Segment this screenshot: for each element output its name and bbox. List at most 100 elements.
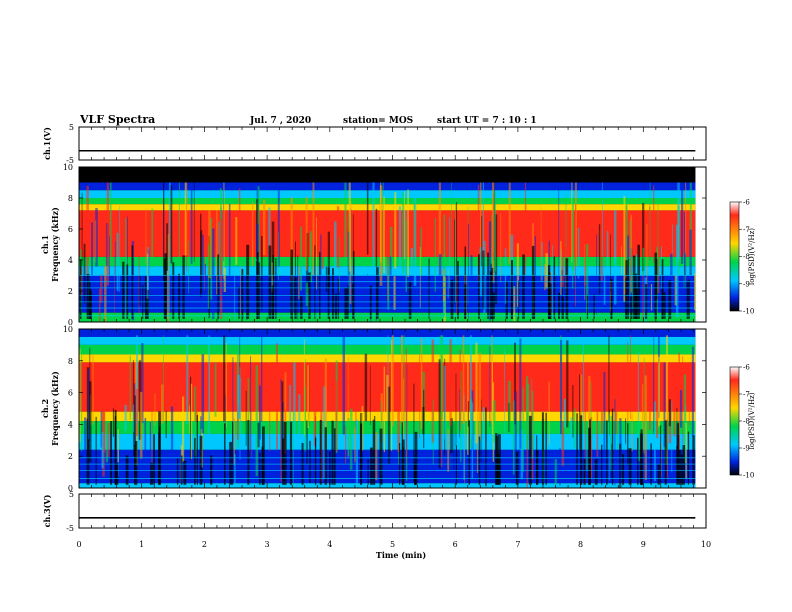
heatmap-streak <box>660 246 663 289</box>
heatmap-streak <box>463 394 465 480</box>
heatmap-streak <box>109 182 112 266</box>
heatmap-streak <box>677 182 680 259</box>
heatmap-gap <box>144 276 147 319</box>
heatmap-streak <box>119 205 121 292</box>
heatmap-streak <box>691 346 694 437</box>
heatmap-streak <box>440 401 443 468</box>
heatmap-streak <box>204 263 207 290</box>
heatmap-gap <box>247 420 250 485</box>
heatmap-streak <box>316 217 317 290</box>
heatmap-gap <box>86 418 88 485</box>
heatmap-streak <box>570 417 573 443</box>
heatmap-gap <box>632 255 636 319</box>
heatmap-streak <box>410 248 414 274</box>
heatmap-streak <box>560 241 562 295</box>
heatmap-streak <box>228 203 231 301</box>
heatmap-streak <box>84 417 87 465</box>
spectrogram-panel-ch2: 0 2 4 6 8 10 ch.2Frequency (kHz) <box>40 325 707 493</box>
heatmap-streak <box>489 346 491 427</box>
heatmap-streak <box>383 366 386 453</box>
heatmap-band <box>79 354 696 363</box>
heatmap-streak <box>455 198 456 303</box>
heatmap-band <box>79 336 696 345</box>
colorbar-tick-label: -8 <box>743 418 750 426</box>
heatmap-streak <box>169 182 171 273</box>
heatmap-streak <box>419 354 420 439</box>
heatmap-gap <box>611 408 614 485</box>
heatmap-streak <box>654 401 656 482</box>
heatmap-streak <box>139 275 141 306</box>
heatmap-streak <box>389 226 393 270</box>
heatmap-streak <box>89 347 91 441</box>
heatmap-streak <box>491 335 493 425</box>
heatmap-streak <box>235 217 238 265</box>
heatmap-streak <box>102 383 105 477</box>
heatmap-streak <box>340 214 343 258</box>
heatmap-streak <box>170 406 174 465</box>
x-tick-label: 3 <box>265 540 270 549</box>
heatmap-gap <box>114 416 117 485</box>
heatmap-gap <box>688 279 690 319</box>
heatmap-streak <box>544 264 546 291</box>
heatmap-streak <box>666 401 669 479</box>
heatmap-streak <box>214 363 217 417</box>
heatmap-streak <box>309 231 313 283</box>
x-tick-label: 1 <box>139 540 144 549</box>
heatmap-streak <box>290 197 293 283</box>
x-tick-label: 2 <box>202 540 207 549</box>
heatmap-streak <box>320 234 322 308</box>
heatmap-gap <box>176 458 179 485</box>
heatmap-streak <box>398 206 402 268</box>
heatmap-gap <box>634 273 638 319</box>
heatmap-streak <box>237 404 239 440</box>
heatmap-streak <box>685 422 687 479</box>
heatmap-streak <box>165 410 167 439</box>
heatmap-streak <box>565 193 567 294</box>
heatmap-streak <box>672 224 673 273</box>
heatmap-streak <box>572 385 574 438</box>
heatmap-streak <box>127 216 128 302</box>
heatmap-streak <box>459 349 461 431</box>
heatmap-streak <box>649 182 651 260</box>
heatmap-streak <box>271 221 275 280</box>
heatmap-band <box>79 182 696 191</box>
heatmap-gap <box>464 246 466 319</box>
heatmap-gap <box>331 420 334 485</box>
heatmap-gap <box>261 446 264 485</box>
heatmap-streak <box>431 339 435 443</box>
heatmap-streak <box>514 342 516 425</box>
heatmap-streak <box>558 182 560 276</box>
heatmap-streak <box>289 384 291 445</box>
heatmap-streak <box>83 243 86 304</box>
heatmap-streak <box>366 182 369 255</box>
heatmap-gap <box>622 454 625 485</box>
heatmap-streak <box>349 408 353 470</box>
heatmap-streak <box>100 274 103 303</box>
heatmap-streak <box>391 335 394 426</box>
heatmap-streak <box>479 247 483 297</box>
heatmap-gap <box>178 273 181 319</box>
heatmap-streak <box>482 182 485 253</box>
heatmap-streak <box>494 191 497 272</box>
heatmap-streak <box>626 423 629 466</box>
heatmap-streak <box>101 432 104 469</box>
heatmap-streak <box>313 385 317 447</box>
heatmap-streak <box>679 390 683 428</box>
y-axis-label: ch.3(V) <box>42 494 52 527</box>
heatmap-streak <box>688 387 690 427</box>
heatmap-streak <box>512 400 515 475</box>
heatmap-gap <box>126 264 129 319</box>
heatmap-streak <box>444 365 446 440</box>
heatmap-streak <box>369 365 371 425</box>
heatmap-streak <box>348 182 351 272</box>
heatmap-streak <box>534 235 537 309</box>
heatmap-gap <box>241 268 244 319</box>
colorbar-tick-label: -9 <box>743 445 750 453</box>
heatmap-streak <box>269 407 271 452</box>
heatmap-streak <box>149 422 151 486</box>
heatmap-streak <box>234 454 236 484</box>
spectrogram-panel-ch1: 0 2 4 6 8 10 ch.1Frequency (kHz) <box>40 163 707 327</box>
heatmap-streak <box>193 386 197 457</box>
heatmap-band <box>79 329 696 337</box>
heatmap-streak <box>237 374 240 419</box>
